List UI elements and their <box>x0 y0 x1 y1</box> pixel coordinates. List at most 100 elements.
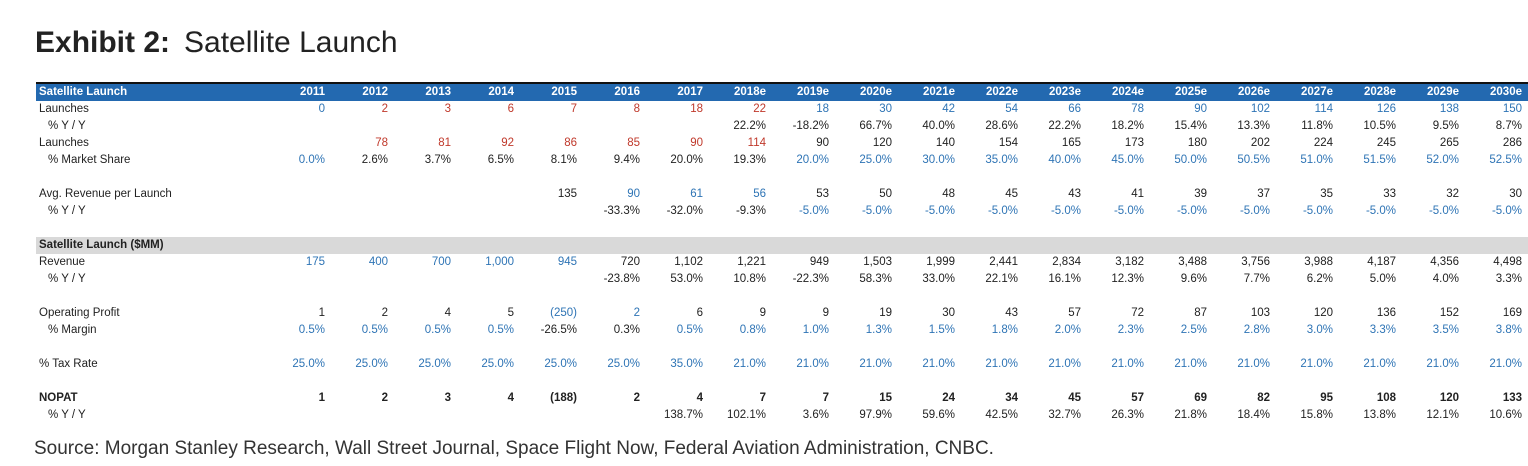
value-cell: 120 <box>1439 392 1459 404</box>
section-fill <box>268 237 331 254</box>
value-cell: -18.2% <box>792 120 829 132</box>
header-year: 2029e <box>1402 82 1465 101</box>
spacer-row <box>36 339 1528 356</box>
value-cell: 1.3% <box>865 324 892 336</box>
value-cell: -5.0% <box>1491 205 1522 217</box>
value-cell: 25.0% <box>607 358 640 370</box>
value-cell: 53.0% <box>670 273 703 285</box>
value-cell: 114 <box>747 137 766 149</box>
value-cell: 25.0% <box>418 358 451 370</box>
value-cell: 25.0% <box>859 154 892 166</box>
header-year: 2030e <box>1465 82 1528 101</box>
spacer-cell <box>36 339 1528 356</box>
value-cell: 1,503 <box>863 256 892 268</box>
value-cell: 18.2% <box>1111 120 1144 132</box>
value-cell: 120 <box>1313 307 1333 319</box>
value-cell: 2 <box>633 307 640 319</box>
row-label: Launches <box>39 137 89 149</box>
section-fill <box>457 237 520 254</box>
value-cell: 2.6% <box>361 154 388 166</box>
section-fill <box>1276 237 1339 254</box>
value-cell: -5.0% <box>798 205 829 217</box>
section-fill <box>1465 237 1528 254</box>
value-cell: 78 <box>1131 103 1144 115</box>
value-cell: 135 <box>557 188 577 200</box>
value-cell <box>394 186 457 203</box>
value-cell: 0.5% <box>298 324 325 336</box>
header-year: 2028e <box>1339 82 1402 101</box>
value-cell: -9.3% <box>735 205 766 217</box>
value-cell: 86 <box>564 137 577 149</box>
value-cell <box>457 407 520 424</box>
value-cell: 2 <box>381 103 388 115</box>
value-cell: (188) <box>550 392 577 404</box>
table-row: Revenue 175 400 700 1,000 945 720 1,102 1,221 949… <box>36 254 1528 271</box>
value-cell <box>268 271 331 288</box>
section-fill <box>394 237 457 254</box>
value-cell: 20.0% <box>796 154 829 166</box>
value-cell: 103 <box>1250 307 1270 319</box>
spacer-row <box>36 169 1528 186</box>
value-cell: 3,488 <box>1178 256 1207 268</box>
value-cell: 53 <box>816 188 829 200</box>
value-cell: 2 <box>381 392 388 404</box>
spacer-row <box>36 220 1528 237</box>
value-cell: 21.0% <box>1300 358 1333 370</box>
value-cell: 0.5% <box>487 324 514 336</box>
value-cell: 12.1% <box>1426 409 1459 421</box>
value-cell: 154 <box>998 137 1018 149</box>
header-year: 2018e <box>709 82 772 101</box>
value-cell: 7 <box>822 392 829 404</box>
value-cell: -5.0% <box>1302 205 1333 217</box>
value-cell: 25.0% <box>355 358 388 370</box>
value-cell: 85 <box>627 137 640 149</box>
value-cell: 0.8% <box>739 324 766 336</box>
value-cell: 15.8% <box>1300 409 1333 421</box>
table-row: % Margin 0.5% 0.5% 0.5% 0.5% -26.5% 0.3% 0.5% 0.… <box>36 322 1528 339</box>
value-cell: 3,756 <box>1241 256 1270 268</box>
value-cell <box>520 407 583 424</box>
value-cell: 3.6% <box>802 409 829 421</box>
value-cell: 21.0% <box>733 358 766 370</box>
value-cell: 81 <box>438 137 451 149</box>
table-row: Avg. Revenue per Launch 135 90 61 56 53 50 48 45… <box>36 186 1528 203</box>
value-cell: 180 <box>1187 137 1207 149</box>
value-cell: 19 <box>879 307 892 319</box>
value-cell: -5.0% <box>1365 205 1396 217</box>
section-fill <box>1087 237 1150 254</box>
header-year: 2016 <box>583 82 646 101</box>
value-cell <box>268 186 331 203</box>
value-cell: 37 <box>1257 188 1270 200</box>
value-cell: 4 <box>444 307 451 319</box>
value-cell: 54 <box>1005 103 1018 115</box>
spacer-row <box>36 373 1528 390</box>
section-fill <box>1339 237 1402 254</box>
value-cell: 9.5% <box>1432 120 1459 132</box>
value-cell: 169 <box>1502 307 1522 319</box>
value-cell <box>457 186 520 203</box>
section-fill <box>1150 237 1213 254</box>
value-cell: 3.3% <box>1369 324 1396 336</box>
value-cell: 13.3% <box>1237 120 1270 132</box>
value-cell: 8.7% <box>1495 120 1522 132</box>
value-cell <box>457 271 520 288</box>
value-cell: 35.0% <box>985 154 1018 166</box>
value-cell: 52.5% <box>1489 154 1522 166</box>
value-cell: -32.0% <box>666 205 703 217</box>
section-fill <box>709 237 772 254</box>
section-fill <box>583 237 646 254</box>
value-cell: 21.0% <box>1237 358 1270 370</box>
value-cell: 3.8% <box>1495 324 1522 336</box>
value-cell: 4,187 <box>1367 256 1396 268</box>
value-cell: 9.4% <box>613 154 640 166</box>
value-cell: 22.2% <box>733 120 766 132</box>
value-cell <box>583 118 646 135</box>
value-cell: 8 <box>633 103 640 115</box>
value-cell: 138 <box>1439 103 1459 115</box>
value-cell: -5.0% <box>924 205 955 217</box>
value-cell: 150 <box>1502 103 1522 115</box>
value-cell: 7 <box>570 103 577 115</box>
spacer-cell <box>36 288 1528 305</box>
value-cell: 1,102 <box>674 256 703 268</box>
value-cell: 3 <box>444 103 451 115</box>
